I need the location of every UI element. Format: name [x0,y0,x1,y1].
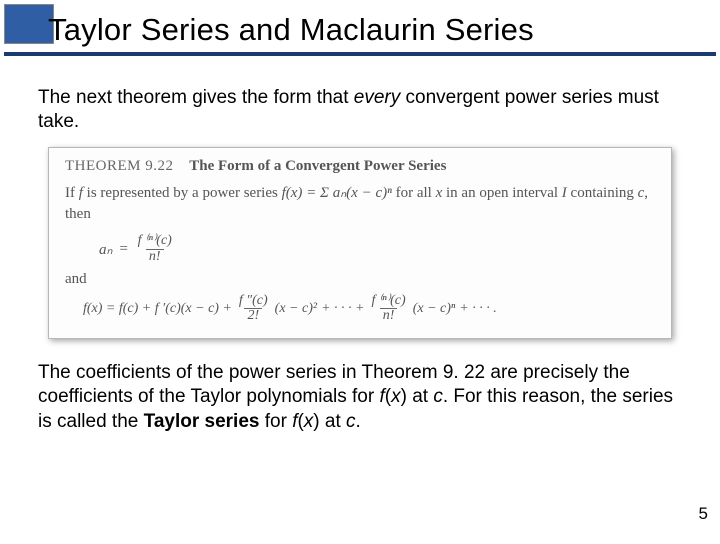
thm-text: If [65,185,79,201]
coef-fraction: f ⁽ⁿ⁾(c) n! [135,234,175,264]
term2-tail: (x − c)² [275,301,317,317]
term2-den: 2! [244,308,262,324]
thm-text: in an open interval [442,185,562,201]
thm-text: for all [392,185,436,201]
dots-1: + · · · + [321,301,364,317]
termn-den: n! [380,308,398,324]
page-number: 5 [699,504,708,524]
dots-2: + · · · . [459,301,496,317]
outro-c2: c [346,411,356,432]
series-lhs: f(x) = f(c) + f ′(c)(x − c) + [83,301,232,317]
coef-denominator: n! [146,249,164,265]
series-expansion: f(x) = f(c) + f ′(c)(x − c) + f ″(c) 2! … [83,294,655,324]
theorem-box: THEOREM 9.22 The Form of a Convergent Po… [48,147,672,339]
outro-text: at [407,386,433,407]
title-bar: Taylor Series and Maclaurin Series [0,4,720,66]
coefficient-formula: aₙ = f ⁽ⁿ⁾(c) n! [99,234,655,264]
intro-emphasis: every [354,87,400,108]
term2-num: f ″(c) [236,294,271,309]
page-title: Taylor Series and Maclaurin Series [48,12,534,48]
theorem-title: The Form of a Convergent Power Series [189,158,446,174]
coef-eq: = [118,241,128,258]
thm-text: is represented by a power series [83,185,282,201]
outro-c1: c [433,386,443,407]
coef-numerator: f ⁽ⁿ⁾(c) [135,234,175,249]
outro-x2: x [304,411,314,432]
title-underline [4,52,716,56]
termn-tail: (x − c)ⁿ [413,301,456,317]
intro-paragraph: The next theorem gives the form that eve… [38,86,682,135]
outro-text: at [320,411,346,432]
theorem-body: If f is represented by a power series f(… [65,183,655,227]
outro-x1: x [391,386,401,407]
outro-text: . [356,411,361,432]
termn-num: f ⁽ⁿ⁾(c) [368,294,408,309]
title-accent-box [4,4,54,44]
thm-series-def: f(x) = Σ aₙ(x − c)ⁿ [282,185,392,201]
term2-fraction: f ″(c) 2! [236,294,271,324]
theorem-label: THEOREM 9.22 [65,158,174,174]
outro-taylor-series: Taylor series [144,411,260,432]
outro-paragraph: The coefficients of the power series in … [38,361,682,434]
theorem-header: THEOREM 9.22 The Form of a Convergent Po… [65,158,655,175]
coef-lhs: aₙ [99,240,112,259]
thm-text: containing [567,185,638,201]
termn-fraction: f ⁽ⁿ⁾(c) n! [368,294,408,324]
outro-text: for [259,411,292,432]
intro-text-1: The next theorem gives the form that [38,87,354,108]
and-connector: and [65,271,655,288]
